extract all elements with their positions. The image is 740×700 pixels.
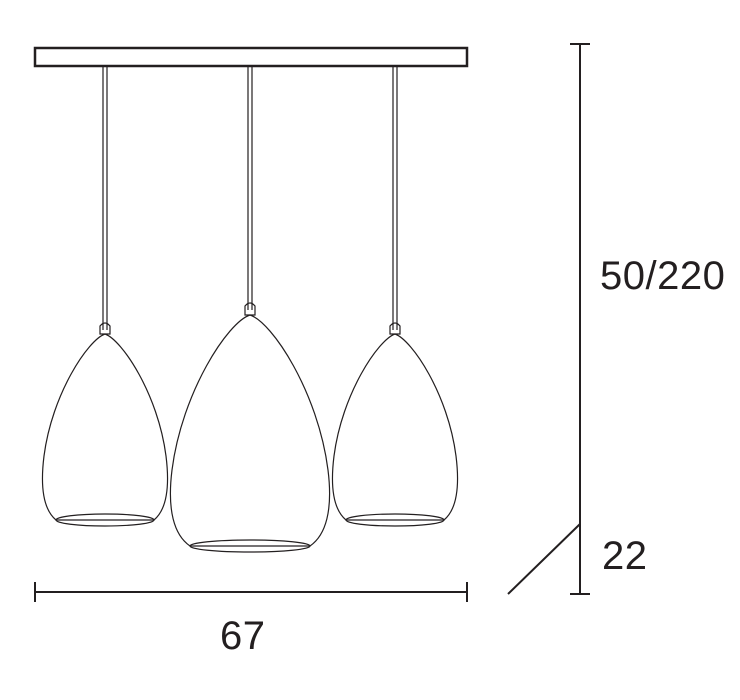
- dimension-depth: [508, 524, 580, 594]
- dimension-height: [570, 44, 590, 594]
- pendant-2: [170, 66, 329, 552]
- shade-3: [333, 334, 458, 520]
- shade-2: [170, 315, 329, 546]
- canopy-bar: [35, 48, 467, 66]
- pendant-lamp-drawing: [0, 0, 740, 700]
- dimension-width: [35, 582, 467, 602]
- dimension-depth-label: 22: [602, 534, 648, 579]
- dimension-height-label: 50/220: [600, 254, 725, 299]
- diagram-stage: 67 22 50/220: [0, 0, 740, 700]
- pendant-3: [333, 66, 458, 526]
- dimension-width-label: 67: [220, 614, 266, 659]
- pendant-1: [43, 66, 168, 526]
- shade-1: [43, 334, 168, 520]
